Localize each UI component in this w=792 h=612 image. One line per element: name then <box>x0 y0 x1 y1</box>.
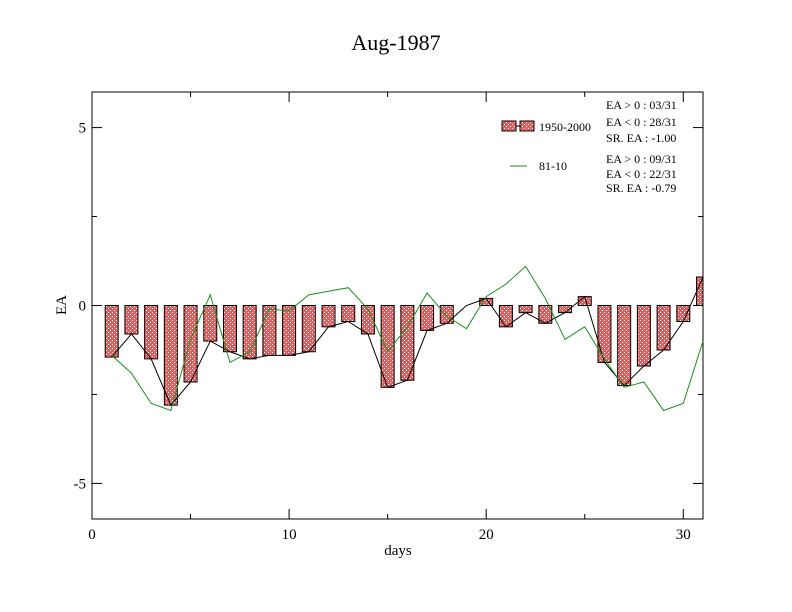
bar-day-5 <box>183 305 198 383</box>
bar-series <box>104 276 704 406</box>
legend-label-1950-2000: 1950-2000 <box>539 120 591 134</box>
legend: 1950-2000 81-10 EA > 0 : 03/31 EA < 0 : … <box>501 98 677 195</box>
bar-day-18 <box>439 305 454 324</box>
y-tick-label: 0 <box>79 299 87 315</box>
legend-swatch-bar-right <box>519 120 535 132</box>
bar-day-10 <box>282 305 297 356</box>
stat-1950-2000-ratio: SR. EA : -1.00 <box>606 131 676 145</box>
stat-81-10-negative: EA < 0 : 22/31 <box>606 167 677 181</box>
x-tick-label: 20 <box>479 527 494 543</box>
bar-day-7 <box>222 305 237 353</box>
bar-day-13 <box>341 305 356 323</box>
bar-day-11 <box>301 305 316 353</box>
legend-swatch-bar-left <box>501 120 517 132</box>
x-tick-label: 0 <box>88 527 96 543</box>
x-tick-label: 30 <box>676 527 691 543</box>
bar-day-27 <box>617 305 632 387</box>
y-tick-label: 5 <box>79 121 87 137</box>
stat-81-10-ratio: SR. EA : -0.79 <box>606 181 676 195</box>
y-tick-label: -5 <box>74 476 87 492</box>
bar-day-12 <box>321 305 336 328</box>
bar-day-28 <box>636 305 651 367</box>
bar-day-9 <box>262 305 277 356</box>
bar-day-4 <box>163 305 178 406</box>
bar-day-30 <box>676 305 691 323</box>
line-series <box>111 265 704 412</box>
bar-day-1 <box>104 305 119 358</box>
series-81-10-line <box>111 265 704 412</box>
bar-day-17 <box>420 305 435 331</box>
bar-day-26 <box>597 305 612 363</box>
stat-81-10-positive: EA > 0 : 09/31 <box>606 152 677 166</box>
bar-day-22 <box>518 305 533 314</box>
bar-day-2 <box>124 305 139 335</box>
bar-day-3 <box>144 305 159 360</box>
chart-title: Aug-1987 <box>351 30 440 55</box>
axis-ticks: 0 10 20 30 5 0 -5 <box>74 92 703 543</box>
stat-1950-2000-positive: EA > 0 : 03/31 <box>606 98 677 112</box>
x-tick-label: 10 <box>282 527 297 543</box>
bar-day-31 <box>696 276 704 306</box>
stat-1950-2000-negative: EA < 0 : 28/31 <box>606 115 677 129</box>
legend-label-81-10: 81-10 <box>539 159 567 173</box>
series-1950-2000-line <box>111 276 704 407</box>
x-axis-label: days <box>384 543 412 559</box>
y-axis-label: EA <box>54 295 70 315</box>
